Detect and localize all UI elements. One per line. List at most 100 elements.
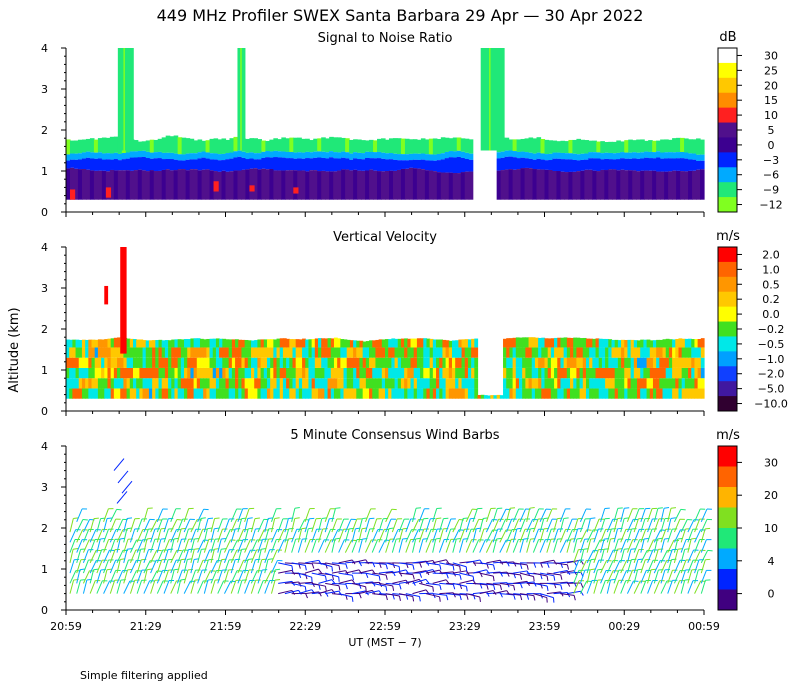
x-tick-label: 22:29	[289, 620, 321, 633]
snr-cell	[305, 151, 310, 159]
snr-cell	[648, 158, 653, 171]
snr-cell	[333, 171, 338, 200]
snr-cell	[69, 159, 75, 168]
vv-cell	[381, 347, 386, 358]
y-tick-label: 3	[41, 282, 48, 295]
snr-cell	[137, 169, 143, 200]
vv-cell	[659, 367, 664, 379]
wind-barb-staff	[129, 539, 137, 553]
vv-cell	[251, 347, 255, 358]
vv-cell	[557, 388, 562, 399]
wind-barb-staff	[673, 519, 681, 533]
snr-cell	[285, 151, 290, 159]
snr-cell	[412, 159, 418, 169]
vv-cell	[688, 388, 692, 399]
wind-barb-flag	[415, 537, 421, 540]
vv-cell	[314, 357, 319, 368]
wind-barb-flag	[274, 517, 280, 519]
wind-barb-staff	[163, 580, 170, 594]
wind-barb-flag	[200, 517, 206, 519]
vv-cell	[247, 340, 252, 348]
vv-cell	[420, 347, 424, 358]
vv-cell	[464, 388, 469, 399]
wind-barb-staff	[472, 569, 487, 574]
wind-barb-flag	[486, 563, 489, 569]
wind-barb-staff	[479, 562, 494, 566]
snr-cell	[309, 158, 314, 171]
vv-cell	[385, 388, 389, 399]
wind-barb-staff	[533, 572, 548, 577]
wind-barb-staff	[694, 518, 701, 533]
vv-cell	[126, 347, 131, 358]
vv-cell	[193, 378, 198, 389]
wind-barb-flag	[321, 517, 327, 520]
vv-cell	[171, 367, 176, 379]
wind-barb-staff	[358, 528, 363, 543]
vv-cell	[110, 357, 115, 368]
vv-cell	[113, 388, 118, 399]
snr-cell	[161, 152, 167, 160]
wind-barb-staff	[419, 560, 434, 564]
snr-cell	[432, 160, 438, 172]
snr-cell	[153, 171, 159, 200]
snr-cell	[660, 139, 665, 153]
wind-barb-staff	[673, 549, 679, 563]
vv-cell	[286, 357, 290, 368]
wind-barb-staff	[150, 528, 156, 543]
colorbar-label: 20	[764, 79, 778, 92]
wind-barb-flag	[146, 537, 152, 540]
wind-barb-staff	[586, 529, 594, 543]
vv-cell	[168, 357, 172, 368]
wind-barb-staff	[486, 582, 501, 586]
snr-cell	[692, 159, 697, 171]
wind-barb-staff	[143, 580, 151, 594]
wind-barb-flag	[288, 537, 294, 540]
snr-cell	[504, 150, 510, 157]
snr-cell	[309, 152, 314, 159]
wind-barb-staff	[136, 539, 144, 553]
vv-cell	[445, 357, 450, 368]
vv-cell	[458, 378, 463, 389]
vv-cell	[458, 357, 463, 368]
vv-cell	[528, 347, 533, 358]
wind-barb-staff	[116, 538, 121, 553]
wind-barb-staff	[331, 570, 346, 574]
vv-cell	[88, 339, 93, 348]
vv-cell	[385, 357, 389, 368]
wind-barb-staff	[176, 539, 182, 553]
vv-cell	[66, 388, 70, 399]
vv-cell	[605, 367, 609, 379]
vv-cell	[69, 367, 73, 379]
colorbar-label: −6	[763, 169, 779, 182]
vv-cell	[132, 388, 137, 399]
vv-cell	[139, 378, 144, 389]
vv-cell	[640, 388, 644, 399]
wind-barb-staff	[109, 518, 117, 533]
vv-cell	[503, 357, 507, 368]
wind-barb-flag	[465, 586, 468, 592]
vv-cell	[662, 347, 667, 358]
wind-barb-flag	[452, 584, 456, 590]
wind-barb-flag	[624, 517, 630, 520]
vv-cell	[691, 367, 696, 379]
snr-cell	[69, 140, 75, 154]
snr-cell	[289, 151, 294, 159]
vv-cell	[416, 347, 421, 358]
wind-barb-staff	[499, 529, 507, 543]
vv-cell	[570, 367, 574, 379]
snr-cell	[317, 157, 322, 172]
wind-barb-staff	[277, 529, 285, 543]
vv-cell	[595, 388, 600, 399]
snr-cell	[520, 151, 526, 158]
wind-barb-staff	[324, 518, 330, 533]
wind-barb-staff	[432, 538, 437, 553]
snr-cell	[153, 139, 159, 153]
snr-cell	[624, 170, 629, 200]
snr-cell	[85, 157, 91, 170]
vv-cell	[372, 388, 377, 399]
wind-barb-staff	[358, 518, 363, 533]
wind-barb-staff	[156, 508, 164, 523]
wind-barb-staff	[653, 580, 661, 594]
vv-cell	[700, 388, 705, 399]
vv-cell	[241, 367, 246, 379]
